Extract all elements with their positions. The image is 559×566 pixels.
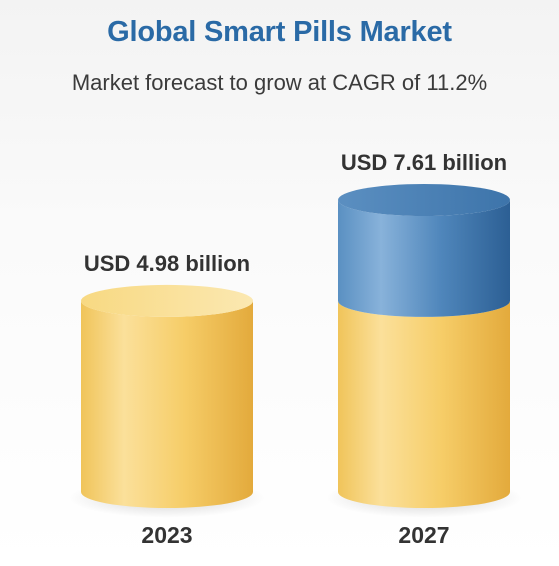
data-label-2027: USD 7.61 billion (341, 150, 507, 175)
category-label-2027: 2027 (398, 522, 449, 548)
bar-2027-growth-body (338, 200, 510, 317)
category-label-2023: 2023 (141, 522, 192, 548)
bar-2023-body (81, 300, 253, 508)
chart-subtitle: Market forecast to grow at CAGR of 11.2% (71, 70, 488, 95)
bar-2027-base-body (338, 300, 510, 508)
chart-title: Global Smart Pills Market (107, 16, 452, 48)
bar-2023-top (81, 284, 253, 317)
bar-2027-top (338, 184, 510, 216)
data-label-2023: USD 4.98 billion (84, 251, 250, 276)
